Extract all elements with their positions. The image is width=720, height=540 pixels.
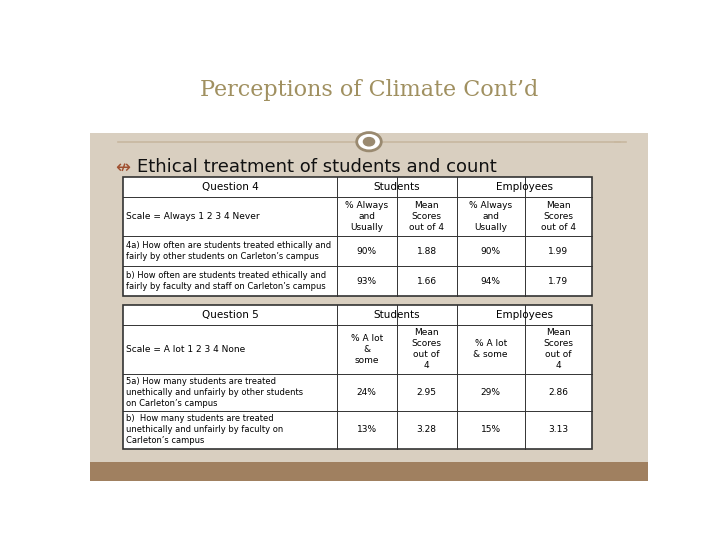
Text: Employees: Employees [496,310,553,320]
Text: 93%: 93% [356,276,377,286]
Text: 3.13: 3.13 [549,426,569,434]
Text: 2.86: 2.86 [549,388,569,397]
Text: % Always
and
Usually: % Always and Usually [345,201,388,232]
Text: 1.88: 1.88 [417,247,437,255]
Text: 1.99: 1.99 [549,247,569,255]
Text: Mean
Scores
out of 4: Mean Scores out of 4 [409,201,444,232]
Text: 2.95: 2.95 [417,388,437,397]
Bar [90,133,648,462]
Text: Mean
Scores
out of 4: Mean Scores out of 4 [541,201,576,232]
Text: Perceptions of Climate Cont’d: Perceptions of Climate Cont’d [200,79,538,102]
Text: 90%: 90% [356,247,377,255]
Text: 5a) How many students are treated
unethically and unfairly by other students
on : 5a) How many students are treated unethi… [126,377,303,408]
Text: Question 4: Question 4 [202,182,258,192]
Text: 3.28: 3.28 [417,426,437,434]
Text: Students: Students [374,310,420,320]
Text: b) How often are students treated ethically and
fairly by faculty and staff on C: b) How often are students treated ethica… [126,271,326,291]
Text: 90%: 90% [481,247,501,255]
Text: 94%: 94% [481,276,500,286]
Text: 1.66: 1.66 [417,276,437,286]
Text: Scale = A lot 1 2 3 4 None: Scale = A lot 1 2 3 4 None [126,345,246,354]
Text: b)  How many students are treated
unethically and unfairly by faculty on
Carleto: b) How many students are treated unethic… [126,414,284,446]
Circle shape [356,133,382,151]
Bar [90,65,648,152]
Text: Question 5: Question 5 [202,310,258,320]
Circle shape [364,138,374,146]
Bar [124,305,592,449]
Bar [124,177,592,296]
Text: % A lot
& some: % A lot & some [474,339,508,359]
Text: 29%: 29% [481,388,500,397]
Text: 24%: 24% [357,388,377,397]
Text: 15%: 15% [481,426,501,434]
Text: 1.79: 1.79 [549,276,569,286]
Text: ↮: ↮ [115,158,130,177]
Text: Scale = Always 1 2 3 4 Never: Scale = Always 1 2 3 4 Never [126,212,260,221]
Text: Mean
Scores
out of
4: Mean Scores out of 4 [544,328,573,370]
Bar [124,177,592,296]
Text: Mean
Scores
out of
4: Mean Scores out of 4 [412,328,442,370]
Text: % A lot
&
some: % A lot & some [351,334,383,365]
Text: Students: Students [374,182,420,192]
Bar [90,462,648,481]
Text: 4a) How often are students treated ethically and
fairly by other students on Car: 4a) How often are students treated ethic… [126,241,331,261]
Text: Employees: Employees [496,182,553,192]
Text: 13%: 13% [356,426,377,434]
Bar [124,305,592,449]
Text: % Always
and
Usually: % Always and Usually [469,201,513,232]
Text: Ethical treatment of students and count: Ethical treatment of students and count [138,158,498,177]
